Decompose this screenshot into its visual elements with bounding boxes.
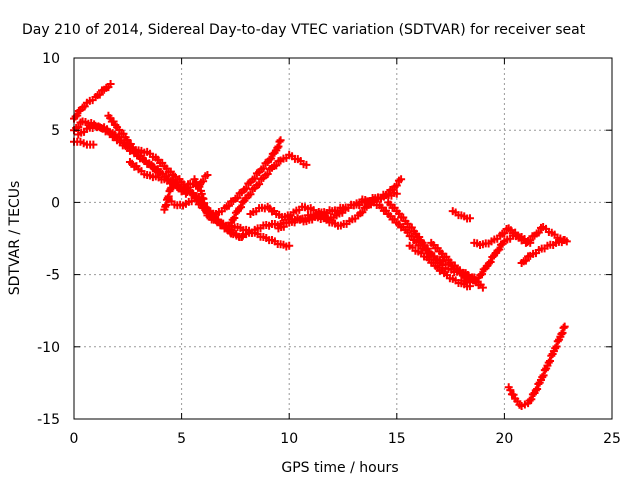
data-point — [533, 385, 542, 394]
data-point — [255, 180, 264, 189]
data-point — [470, 274, 479, 283]
y-tick-label: -10 — [37, 340, 60, 356]
data-point — [559, 323, 568, 332]
y-tick-label: 10 — [42, 51, 60, 67]
data-point — [495, 245, 504, 254]
axis-ticks — [73, 57, 613, 420]
y-axis-title: SDTVAR / TECUs — [7, 181, 23, 296]
data-point — [106, 79, 115, 88]
data-point — [236, 203, 245, 212]
data-point — [465, 214, 474, 223]
data-point — [230, 214, 239, 223]
data-point — [267, 154, 276, 163]
data-point — [203, 170, 212, 179]
data-point — [224, 201, 233, 210]
data-point — [546, 356, 555, 365]
data-point — [397, 175, 406, 184]
series-arc-17 — [427, 238, 479, 284]
x-tick-label: 15 — [388, 431, 406, 447]
data-points — [70, 79, 571, 411]
data-point — [274, 142, 283, 151]
grid — [74, 58, 612, 419]
x-tick-label: 25 — [603, 431, 621, 447]
series-arc-21 — [517, 235, 569, 268]
y-tick-labels: 10 5 0 -5 -10 -15 — [37, 51, 60, 428]
data-point — [302, 160, 311, 169]
x-tick-label: 20 — [495, 431, 513, 447]
data-point — [259, 164, 268, 173]
data-point — [192, 178, 201, 187]
data-point — [392, 189, 401, 198]
data-point — [275, 137, 284, 146]
data-point — [531, 386, 540, 395]
y-tick-label: 5 — [51, 123, 60, 139]
data-point — [358, 208, 367, 217]
data-point — [246, 190, 255, 199]
y-tick-label: 0 — [51, 195, 60, 211]
data-point — [539, 371, 548, 380]
data-point — [552, 342, 561, 351]
data-point — [273, 143, 282, 152]
data-point — [272, 161, 281, 170]
data-point — [242, 184, 251, 193]
series-arc-13 — [203, 136, 285, 218]
data-point — [89, 140, 98, 149]
data-point — [506, 386, 515, 395]
data-point — [486, 257, 495, 266]
series-arc-22 — [504, 322, 569, 411]
data-point — [534, 228, 543, 237]
x-axis-title: GPS time / hours — [281, 460, 398, 476]
data-point — [525, 396, 534, 405]
data-point — [263, 169, 272, 178]
data-point — [558, 328, 567, 337]
x-tick-label: 0 — [70, 431, 79, 447]
data-point — [478, 270, 487, 279]
data-point — [285, 241, 294, 250]
x-tick-labels: 0 5 10 15 20 25 — [70, 431, 621, 447]
data-point — [73, 111, 82, 120]
data-point — [526, 236, 535, 245]
chart-title: Day 210 of 2014, Sidereal Day-to-day VTE… — [22, 22, 586, 38]
data-point — [521, 256, 530, 265]
data-point — [276, 136, 285, 145]
plot-frame — [73, 57, 613, 420]
data-point — [478, 283, 487, 292]
data-point — [233, 193, 242, 202]
data-point — [557, 330, 566, 339]
data-point — [560, 235, 569, 244]
data-point — [250, 174, 259, 183]
data-point — [195, 182, 204, 191]
series-arc-19 — [448, 207, 474, 223]
x-tick-label: 5 — [177, 431, 186, 447]
data-point — [527, 395, 536, 404]
x-tick-label: 10 — [280, 431, 298, 447]
y-tick-label: -15 — [37, 412, 60, 428]
data-point — [95, 90, 104, 99]
data-point — [181, 184, 190, 193]
data-point — [500, 229, 509, 238]
y-tick-label: -5 — [46, 268, 60, 284]
data-point — [199, 177, 208, 186]
data-point — [392, 181, 401, 190]
data-point — [560, 322, 569, 331]
data-point — [509, 390, 518, 399]
